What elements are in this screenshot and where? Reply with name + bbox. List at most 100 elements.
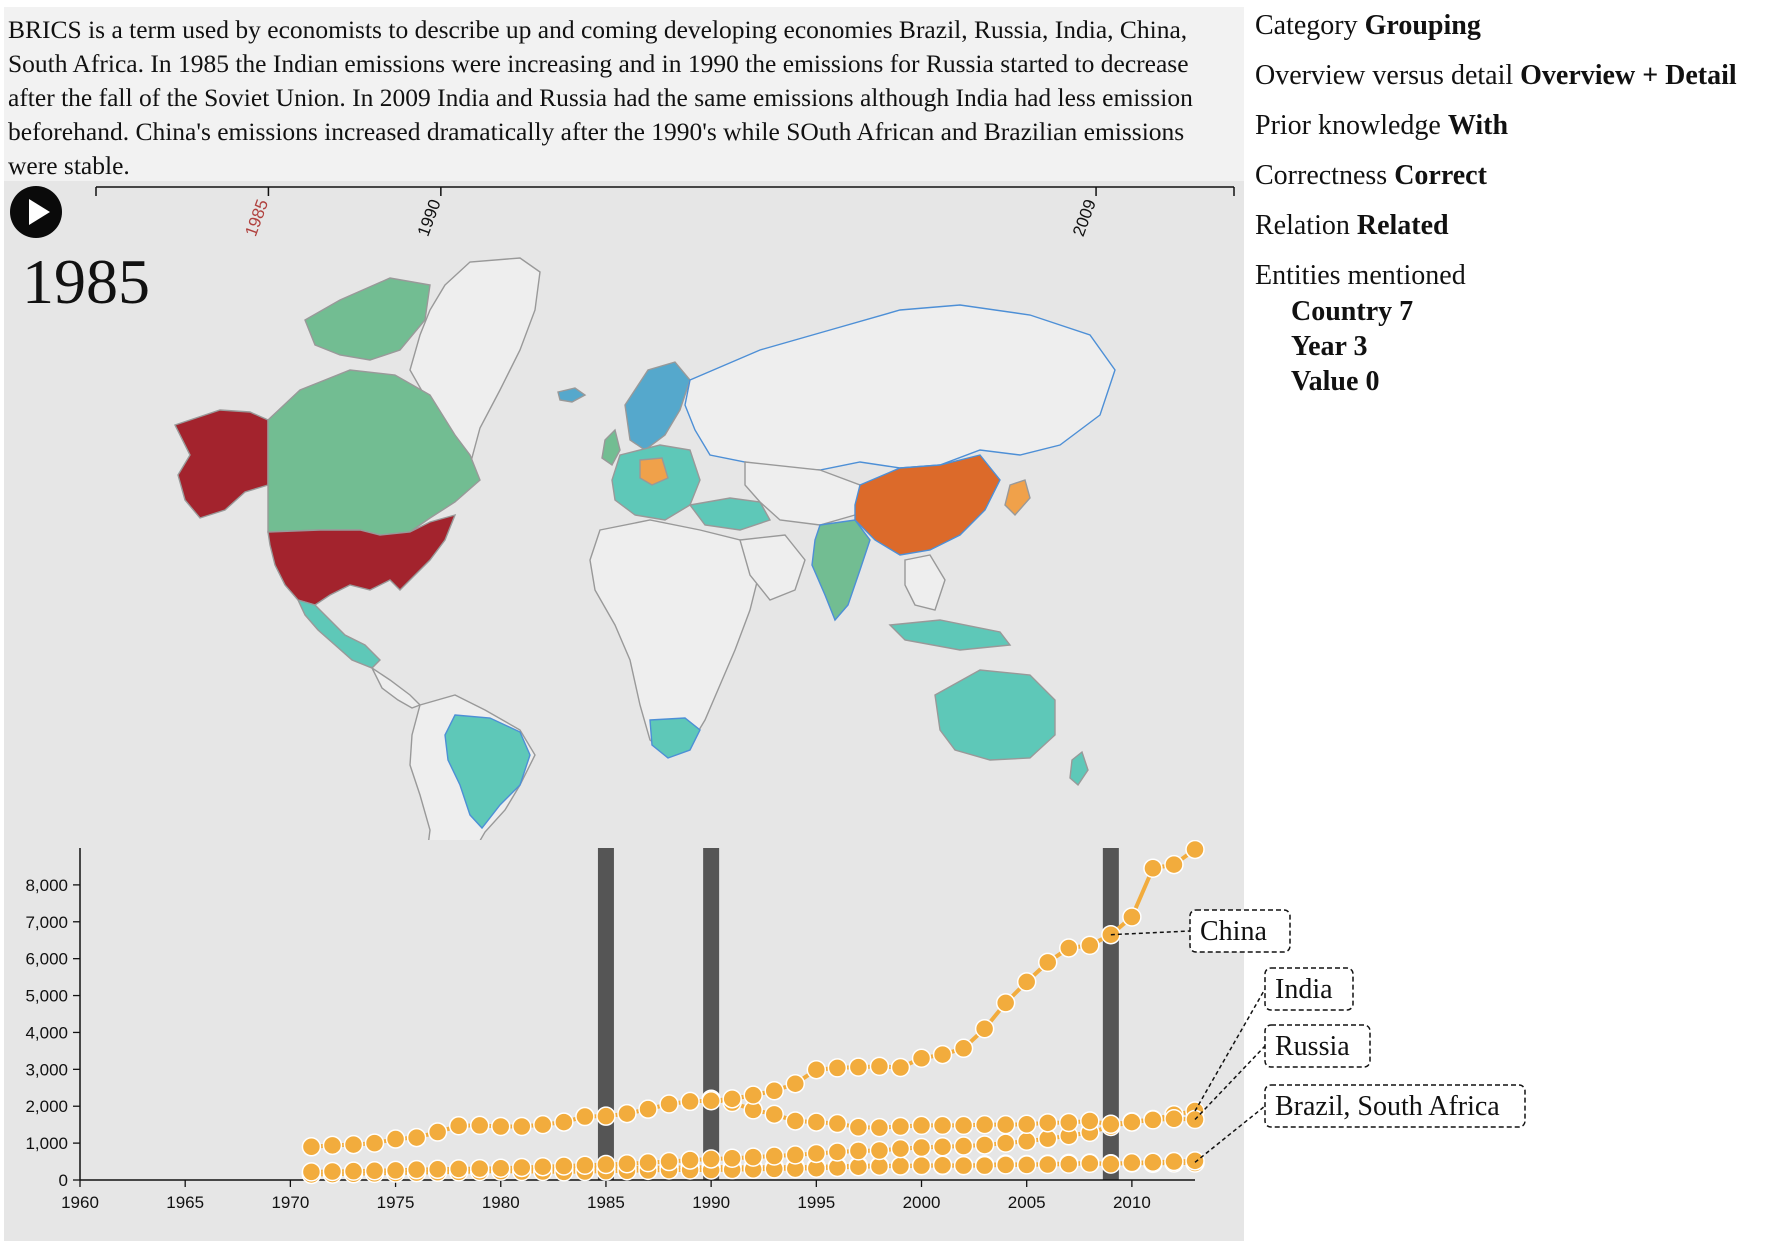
data-point[interactable] [1164,1151,1184,1172]
data-point[interactable] [680,1091,700,1112]
data-point[interactable] [1101,1154,1121,1174]
data-point[interactable] [869,1140,890,1161]
data-point[interactable] [953,1115,974,1136]
data-point[interactable] [1016,1114,1037,1135]
data-point[interactable] [890,1156,911,1176]
country-australia[interactable] [934,669,1056,761]
data-point[interactable] [301,1162,322,1182]
data-point[interactable] [848,1057,869,1077]
country-arabia[interactable] [739,534,806,601]
country-japan[interactable] [1004,479,1031,517]
data-point[interactable] [827,1058,848,1078]
data-point[interactable] [1037,1113,1058,1133]
data-point[interactable] [491,1158,511,1178]
data-point[interactable] [806,1112,827,1132]
data-point[interactable] [364,1133,385,1153]
emissions-line-chart[interactable]: 0 1,000 2,000 3,000 4,000 5,000 6,000 7,000 8,00… [0,840,1550,1240]
timeline-mark-label[interactable]: 1990 [414,197,445,239]
data-point[interactable] [1016,972,1037,992]
data-point[interactable] [1101,1114,1121,1135]
data-point[interactable] [469,1158,490,1179]
data-point[interactable] [869,1117,890,1138]
timeline-slider[interactable]: 1985 1990 2009 [0,174,1240,244]
data-point[interactable] [1037,1154,1058,1175]
data-point[interactable] [1016,1131,1037,1152]
data-point[interactable] [343,1161,364,1181]
data-point[interactable] [448,1116,469,1136]
data-point[interactable] [827,1142,848,1162]
timeline-mark-label[interactable]: 1985 [241,197,272,239]
country-indonesia[interactable] [888,619,1012,651]
data-point[interactable] [596,1154,616,1175]
annotation-label[interactable]: Brazil, South Africa [1194,1084,1526,1163]
data-point[interactable] [427,1122,448,1142]
data-point[interactable] [617,1103,637,1124]
country-uk[interactable] [601,428,621,467]
data-point[interactable] [364,1161,385,1181]
data-point[interactable] [974,1155,995,1176]
data-point[interactable] [1016,1155,1037,1175]
data-point[interactable] [890,1057,911,1078]
data-point[interactable] [995,993,1016,1013]
data-point[interactable] [743,1147,763,1167]
data-point[interactable] [1164,1109,1184,1129]
country-mexico[interactable] [296,598,381,669]
data-point[interactable] [932,1155,953,1175]
data-point[interactable] [701,1149,721,1169]
country-scandinavia[interactable] [624,361,691,451]
country-russia[interactable] [684,304,1116,471]
data-point[interactable] [722,1089,742,1109]
data-point[interactable] [743,1085,763,1105]
data-point[interactable] [785,1111,806,1131]
data-point[interactable] [890,1116,911,1137]
data-point[interactable] [953,1136,974,1156]
data-point[interactable] [953,1155,974,1176]
data-point[interactable] [680,1150,700,1170]
data-point[interactable] [932,1137,953,1157]
data-point[interactable] [659,1151,679,1172]
data-point[interactable] [869,1056,890,1077]
data-point[interactable] [974,1019,995,1039]
data-point[interactable] [596,1106,616,1126]
data-point[interactable] [1185,840,1205,860]
data-point[interactable] [974,1114,995,1135]
country-central-america[interactable] [370,665,422,709]
data-point[interactable] [932,1115,953,1136]
data-point[interactable] [995,1114,1016,1135]
data-point[interactable] [1122,907,1142,927]
data-point[interactable] [491,1116,511,1137]
data-point[interactable] [806,1059,827,1080]
data-point[interactable] [995,1155,1016,1175]
data-point[interactable] [469,1115,490,1136]
data-point[interactable] [1059,1112,1079,1133]
annotation-label[interactable]: India [1194,967,1354,1112]
series-china[interactable] [301,840,1205,1157]
timeline-mark-label[interactable]: 2009 [1069,197,1100,239]
country-india[interactable] [811,519,871,622]
country-usa[interactable] [267,513,457,606]
data-point[interactable] [785,1145,806,1165]
data-point[interactable] [1059,938,1079,958]
country-southeast-asia[interactable] [904,554,946,611]
data-point[interactable] [848,1117,869,1137]
data-point[interactable] [427,1159,448,1180]
data-point[interactable] [575,1155,595,1175]
country-brazil[interactable] [444,714,531,830]
data-point[interactable] [1143,858,1163,879]
data-point[interactable] [638,1152,658,1173]
country-turkey-mideast[interactable] [688,497,772,531]
annotation-label[interactable]: China [1110,909,1291,953]
data-point[interactable] [806,1143,827,1164]
data-point[interactable] [1080,935,1100,956]
data-point[interactable] [1122,1112,1142,1132]
data-point[interactable] [533,1156,553,1177]
data-point[interactable] [1143,1110,1163,1130]
data-point[interactable] [911,1155,932,1176]
data-point[interactable] [890,1138,911,1159]
country-china[interactable] [854,454,1001,556]
data-point[interactable] [406,1159,427,1180]
data-point[interactable] [1164,854,1184,875]
data-point[interactable] [385,1129,406,1149]
data-point[interactable] [911,1137,932,1158]
country-canada-islands[interactable] [304,277,431,361]
